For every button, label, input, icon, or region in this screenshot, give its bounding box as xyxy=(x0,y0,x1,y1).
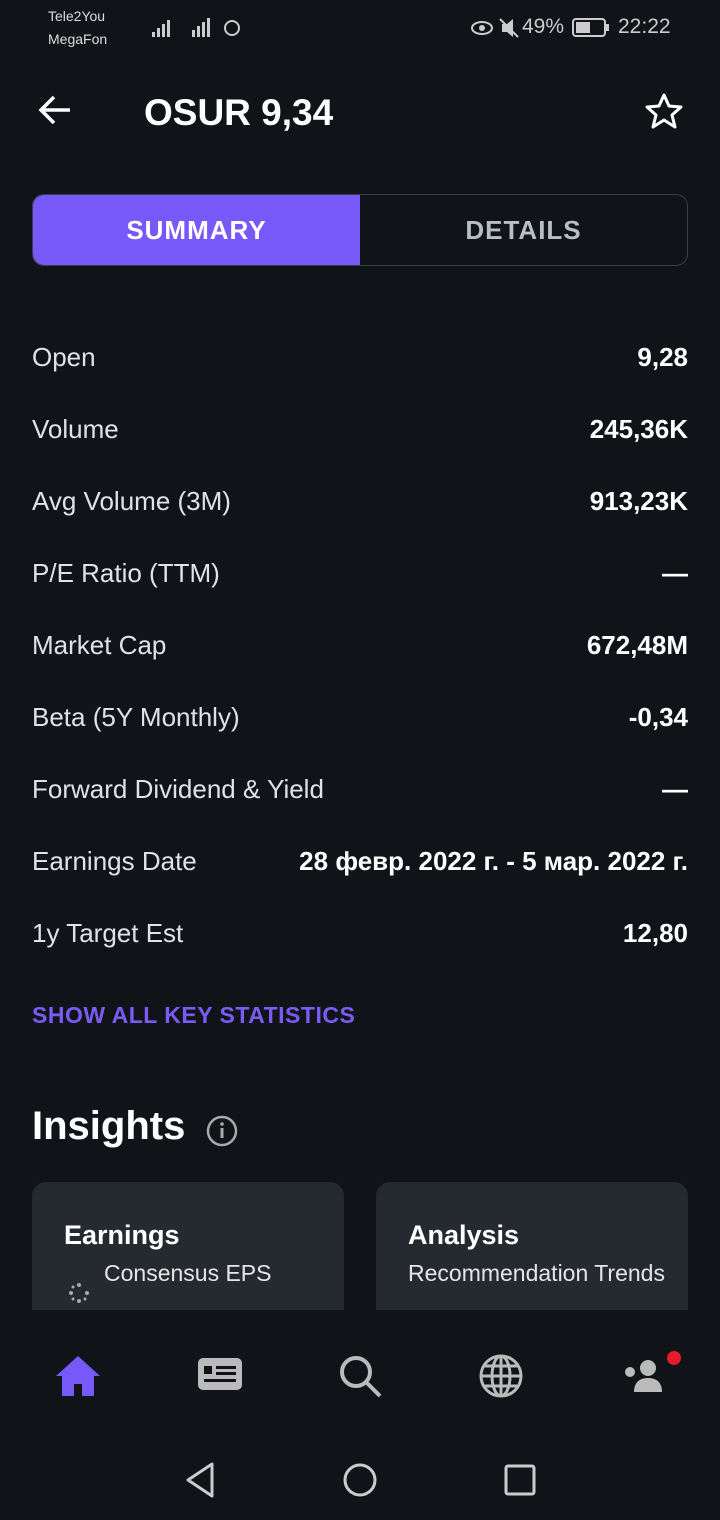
nav-home[interactable] xyxy=(54,1352,102,1400)
insights-title: Insights xyxy=(32,1104,186,1148)
carrier-1: Tele2You xyxy=(48,8,106,24)
stat-label: Volume xyxy=(32,413,119,444)
stat-row: Beta (5Y Monthly) -0,34 xyxy=(32,681,688,753)
stat-value: 672,48M xyxy=(586,629,688,660)
system-nav xyxy=(186,1462,536,1498)
stat-value: 9,28 xyxy=(637,341,688,372)
loading-icon xyxy=(69,1283,89,1303)
stat-row: Open 9,28 xyxy=(32,321,688,393)
sys-home[interactable] xyxy=(343,1463,377,1497)
stat-row: Avg Volume (3M) 913,23K xyxy=(32,465,688,537)
battery-icon xyxy=(572,18,609,37)
sys-back[interactable] xyxy=(186,1462,214,1498)
stat-label: Avg Volume (3M) xyxy=(32,485,231,516)
stat-label: Forward Dividend & Yield xyxy=(32,773,324,804)
tab-summary[interactable]: SUMMARY xyxy=(33,195,360,265)
tab-bar: SUMMARY DETAILS xyxy=(32,194,688,266)
insight-card[interactable]: Earnings Consensus EPS xyxy=(32,1182,344,1310)
show-all-link[interactable]: SHOW ALL KEY STATISTICS xyxy=(32,1002,356,1028)
stat-label: Open xyxy=(32,341,96,372)
stat-value: — xyxy=(662,557,688,588)
nav-news[interactable] xyxy=(196,1354,244,1394)
card-subtitle: Consensus EPS xyxy=(104,1260,272,1286)
card-title: Analysis xyxy=(408,1220,520,1250)
carrier-2: MegaFon xyxy=(48,31,108,47)
stat-value: 28 февр. 2022 г. - 5 мар. 2022 г. xyxy=(299,845,688,876)
card-title: Earnings xyxy=(64,1220,180,1250)
insight-card[interactable]: Analysis Recommendation Trends xyxy=(376,1182,688,1310)
stat-label: Market Cap xyxy=(32,629,167,660)
battery-percent: 49% xyxy=(522,15,565,38)
status-icons xyxy=(471,18,519,38)
nav-profile[interactable] xyxy=(620,1350,686,1398)
stat-row: Forward Dividend & Yield — xyxy=(32,753,688,825)
signal-icons xyxy=(152,18,240,37)
nav-search[interactable] xyxy=(336,1352,384,1400)
stat-label: P/E Ratio (TTM) xyxy=(32,557,220,588)
stat-label: Earnings Date xyxy=(32,845,197,876)
stat-row: P/E Ratio (TTM) — xyxy=(32,537,688,609)
sys-recents[interactable] xyxy=(504,1464,536,1496)
info-icon[interactable] xyxy=(205,1114,239,1148)
page-title: OSUR 9,34 xyxy=(144,92,334,133)
stat-row: Earnings Date 28 февр. 2022 г. - 5 мар. 2… xyxy=(32,825,688,897)
stat-label: Beta (5Y Monthly) xyxy=(32,701,240,732)
card-subtitle: Recommendation Trends xyxy=(408,1260,665,1286)
stat-value: — xyxy=(662,773,688,804)
stat-row: Market Cap 672,48M xyxy=(32,609,688,681)
stat-row: Volume 245,36K xyxy=(32,393,688,465)
stat-value: 913,23K xyxy=(589,485,688,516)
stat-value: 245,36K xyxy=(589,413,688,444)
bottom-nav xyxy=(0,1310,720,1440)
nav-markets[interactable] xyxy=(477,1352,525,1400)
clock: 22:22 xyxy=(618,15,671,38)
tab-details[interactable]: DETAILS xyxy=(465,214,582,245)
back-button[interactable] xyxy=(36,90,76,130)
stat-value: 12,80 xyxy=(622,917,688,948)
stat-label: 1y Target Est xyxy=(32,917,184,948)
stat-value: -0,34 xyxy=(628,701,688,732)
stat-row: 1y Target Est 12,80 xyxy=(32,897,688,969)
favorite-button[interactable] xyxy=(644,92,684,132)
